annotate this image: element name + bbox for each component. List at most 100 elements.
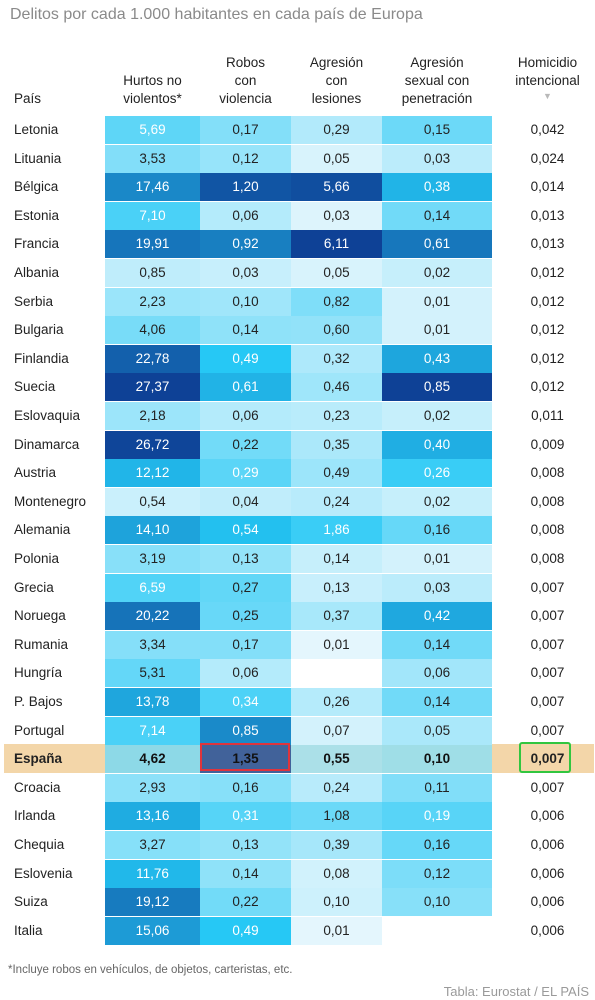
- hurtos-cell: 3,53: [105, 144, 200, 173]
- agresion-sexual-cell: 0,10: [382, 745, 492, 774]
- agresion-lesiones-cell: 0,37: [291, 602, 382, 631]
- homicidio-cell: 0,006: [530, 808, 565, 824]
- agresion-lesiones-cell: 5,66: [291, 173, 382, 202]
- header-pais-line: País: [14, 91, 42, 106]
- homicidio-cell: 0,008: [530, 522, 565, 538]
- robos-cell: 0,12: [200, 144, 291, 173]
- agresion-sexual-cell: 0,43: [382, 344, 492, 373]
- country-label: Letonia: [14, 122, 59, 137]
- source-credit: Tabla: Eurostat / EL PAÍS: [443, 984, 589, 999]
- agresion-lesiones-cell: 0,14: [291, 545, 382, 573]
- country-label: Finlandia: [14, 350, 69, 366]
- table-row: Eslovenia 11,76 0,14 0,08 0,12 0,006: [0, 859, 595, 889]
- table-row: Bélgica 17,46 1,20 5,66 0,38 0,014: [0, 173, 595, 202]
- agresion-lesiones-cell: 0,29: [291, 116, 382, 144]
- table-row: Grecia 6,59 0,27 0,13 0,03 0,007: [0, 573, 595, 603]
- homicidio-cell: 0,007: [530, 608, 565, 624]
- country-label: Bélgica: [14, 179, 59, 195]
- spain-homicidio-highlight-box: [519, 742, 571, 773]
- country-label: Croacia: [14, 779, 61, 795]
- country-label: Grecia: [14, 579, 54, 595]
- homicidio-cell: 0,013: [530, 207, 565, 223]
- agresion-sexual-cell: 0,01: [382, 287, 492, 316]
- robos-cell: 1,20: [200, 173, 291, 202]
- country-label: Estonia: [14, 207, 60, 223]
- robos-cell: 0,14: [200, 316, 291, 345]
- country-label: Italia: [14, 922, 43, 938]
- agresion-sexual-cell: 0,38: [382, 173, 492, 202]
- country-label: Lituania: [14, 150, 62, 166]
- agresion-lesiones-cell: 0,32: [291, 344, 382, 373]
- robos-cell: 0,31: [200, 802, 291, 831]
- homicidio-cell: 0,024: [530, 150, 565, 166]
- agresion-sexual-cell: 0,03: [382, 144, 492, 173]
- sort-descending-icon[interactable]: ▼: [543, 91, 552, 101]
- robos-cell: 0,13: [200, 831, 291, 859]
- agresion-sexual-cell: 0,06: [382, 659, 492, 688]
- homicidio-cell: 0,006: [530, 894, 565, 910]
- agresion-sexual-cell: 0,02: [382, 402, 492, 430]
- robos-cell: 0,16: [200, 773, 291, 802]
- table-row: Eslovaquia 2,18 0,06 0,23 0,02 0,011: [0, 402, 595, 431]
- country-label: Noruega: [14, 608, 66, 624]
- agresion-lesiones-cell: 0,13: [291, 573, 382, 602]
- footnote: *Incluye robos en vehículos, de objetos,…: [8, 964, 293, 976]
- country-label: P. Bajos: [14, 694, 63, 709]
- country-label: Alemania: [14, 522, 71, 538]
- hurtos-cell: 19,12: [105, 888, 200, 917]
- robos-cell: 0,22: [200, 430, 291, 459]
- country-label: Dinamarca: [14, 436, 80, 452]
- table-row: Chequia 3,27 0,13 0,39 0,16 0,006: [0, 831, 595, 860]
- agresion-lesiones-cell: 0,24: [291, 487, 382, 516]
- country-label: Albania: [14, 265, 60, 280]
- country-label: Hungría: [14, 665, 63, 681]
- country-label: Bulgaria: [14, 322, 64, 338]
- table-row: Estonia 7,10 0,06 0,03 0,14 0,013: [0, 201, 595, 231]
- header-pais: País: [14, 90, 94, 108]
- agresion-lesiones-cell: 0,39: [291, 831, 382, 859]
- table-row: Suecia 27,37 0,61 0,46 0,85 0,012: [0, 373, 595, 402]
- agresion-sexual-cell: 0,01: [382, 545, 492, 573]
- homicidio-cell: 0,011: [531, 408, 564, 423]
- hurtos-cell: 7,14: [105, 716, 200, 745]
- header-homicidio[interactable]: Homicidio intencional ▼: [500, 54, 595, 102]
- homicidio-cell: 0,007: [530, 636, 565, 652]
- country-label: Serbia: [14, 293, 54, 309]
- hurtos-cell: 19,91: [105, 230, 200, 259]
- hurtos-cell: 0,54: [105, 487, 200, 516]
- agresion-sexual-cell: 0,85: [382, 373, 492, 402]
- hurtos-cell: 27,37: [105, 373, 200, 402]
- robos-cell: 0,03: [200, 259, 291, 287]
- country-label: Chequia: [14, 837, 65, 852]
- agresion-sexual-cell: 0,02: [382, 487, 492, 516]
- hurtos-cell: 13,16: [105, 802, 200, 831]
- table-row: Alemania 14,10 0,54 1,86 0,16 0,008: [0, 516, 595, 545]
- agresion-lesiones-cell: 0,49: [291, 459, 382, 488]
- hurtos-cell: 3,34: [105, 630, 200, 659]
- country-label: Francia: [14, 236, 60, 252]
- robos-cell: 1,35: [200, 745, 291, 774]
- table-row: Rumania 3,34 0,17 0,01 0,14 0,007: [0, 630, 595, 660]
- agresion-lesiones-cell: 0,82: [291, 287, 382, 316]
- homicidio-cell: 0,006: [530, 865, 565, 881]
- table-row: Albania 0,85 0,03 0,05 0,02 0,012: [0, 259, 595, 288]
- header-robos-line-3: violencia: [219, 91, 272, 106]
- header-hurtos-line-2: violentos*: [123, 91, 182, 106]
- agresion-sexual-cell: 0,14: [382, 688, 492, 716]
- country-label: Suecia: [14, 379, 56, 395]
- table-row: Dinamarca 26,72 0,22 0,35 0,40 0,009: [0, 430, 595, 460]
- agresion-lesiones-cell: 0,10: [291, 888, 382, 917]
- hurtos-cell: 4,06: [105, 316, 200, 345]
- header-robos-line-1: Robos: [225, 55, 266, 70]
- agresion-sexual-cell: 0,11: [382, 773, 492, 802]
- agresion-sexual-cell: 0,16: [382, 516, 492, 545]
- agresion-sexual-cell: 0,02: [382, 259, 492, 287]
- header-homicidio-line-2: intencional: [515, 73, 580, 88]
- robos-cell: 0,27: [200, 573, 291, 602]
- agresion-sexual-cell: 0,26: [382, 459, 492, 488]
- hurtos-cell: 13,78: [105, 688, 200, 716]
- agresion-lesiones-cell: 1,08: [291, 802, 382, 831]
- country-label: Austria: [14, 465, 57, 481]
- agresion-lesiones-cell: [291, 659, 382, 687]
- header-agresion-lesiones-line-3: lesiones: [311, 91, 362, 106]
